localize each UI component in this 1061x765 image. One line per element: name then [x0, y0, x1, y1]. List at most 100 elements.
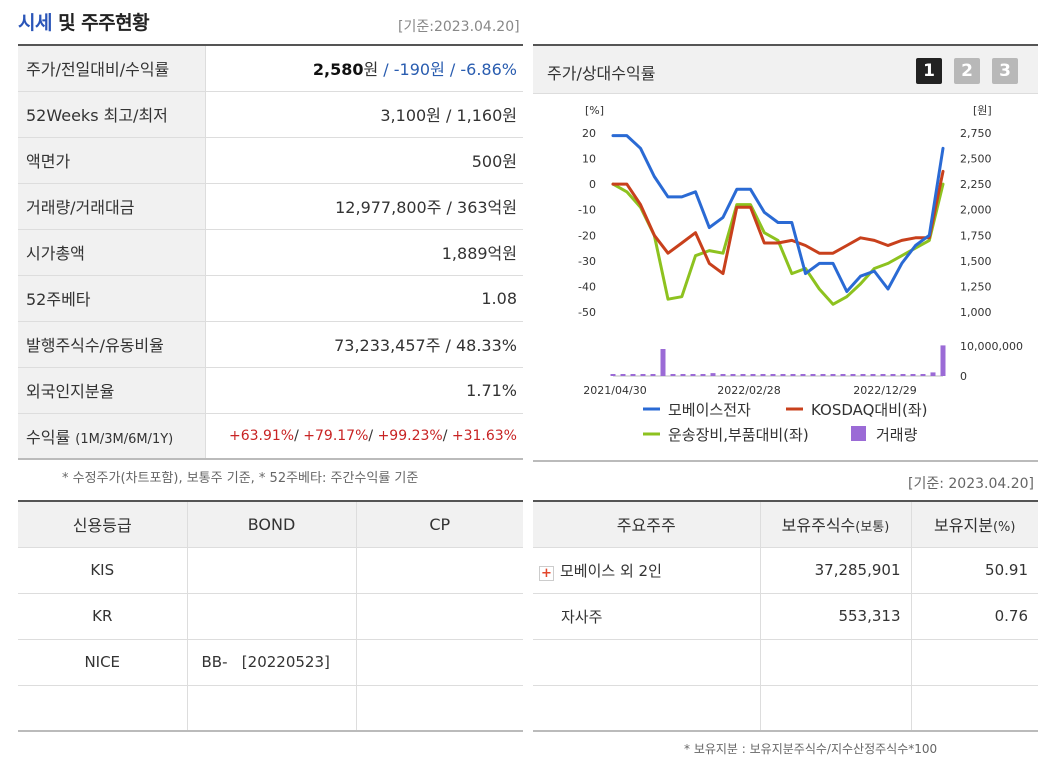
volume-bar [640, 374, 646, 376]
volume-bar [740, 374, 746, 376]
legend-label: 운송장비,부품대비(좌) [668, 426, 809, 444]
quote-label: 수익률 (1M/3M/6M/1Y) [18, 413, 206, 460]
holder-shares [760, 685, 912, 732]
volume-bar [690, 374, 696, 376]
right-tick-label: 2,750 [960, 127, 992, 140]
holder-name-cell[interactable]: + 모베이스 외 2인 [533, 547, 761, 594]
volume-bar [770, 374, 776, 376]
credit-agency: KIS [18, 547, 188, 594]
credit-bond [187, 593, 357, 640]
right-tick-label: 1,500 [960, 255, 992, 268]
left-tick-label: 10 [582, 153, 596, 166]
chart-svg: [%] [원] 20 10 0 -10 -20 -30 -40 -50 2,750 2,500 2,25… [578, 104, 1023, 444]
credit-bond: BB- [20220523] [187, 639, 357, 686]
quote-value: 1.08 [205, 275, 523, 322]
chart-header: 주가/상대수익률 1 2 3 [533, 46, 1038, 94]
quote-row: 주가/전일대비/수익률 2,580원 / -190원 / -6.86% [18, 45, 523, 92]
holder-pct [911, 639, 1038, 686]
volume-tick-label: 0 [960, 370, 967, 383]
holders-header: 보유지분(%) [911, 501, 1038, 548]
table-row [18, 685, 523, 732]
holder-shares: 553,313 [760, 593, 912, 640]
chart-page-2-button[interactable]: 2 [954, 58, 980, 84]
quote-table: 주가/전일대비/수익률 2,580원 / -190원 / -6.86% 52We… [18, 44, 523, 460]
legend-swatch [851, 426, 866, 441]
credit-bond [187, 547, 357, 594]
holders-table: 주요주주 보유주식수(보통) 보유지분(%) + 모베이스 외 2인 37,285… [533, 500, 1038, 732]
table-row: + 모베이스 외 2인 37,285,901 50.91 [533, 547, 1038, 594]
chart-page-3-button[interactable]: 3 [992, 58, 1018, 84]
legend-label: 거래량 [876, 426, 918, 444]
volume-bar [920, 374, 926, 376]
sep: / [444, 60, 461, 80]
quote-value: 1,889억원 [205, 229, 523, 276]
holder-name [533, 639, 761, 686]
quote-value: 1.71% [205, 367, 523, 414]
volume-bar [890, 374, 896, 376]
holder-shares [760, 639, 912, 686]
returns-cell: +63.91%/ +79.17%/ +99.23%/ +31.63% [205, 413, 523, 460]
right-tick-label: 2,250 [960, 178, 992, 191]
quote-label: 52주베타 [18, 275, 206, 322]
return-6m: +99.23% [377, 427, 443, 444]
quote-row: 52Weeks 최고/최저 3,100원 / 1,160원 [18, 91, 523, 138]
quote-value: 3,100원 / 1,160원 [205, 91, 523, 138]
return-3m: +79.17% [303, 427, 369, 444]
left-axis-unit: [%] [585, 104, 604, 117]
legend-label: KOSDAQ대비(좌) [811, 401, 928, 419]
volume-bar [840, 374, 846, 376]
volume-bar [830, 374, 836, 376]
holder-name [533, 685, 761, 732]
price-change: -190원 [393, 60, 445, 80]
volume-bar [610, 374, 616, 376]
quote-row: 수익률 (1M/3M/6M/1Y) +63.91%/ +79.17%/ +99.… [18, 413, 523, 460]
volume-bar [630, 374, 636, 376]
chart-page-1-button[interactable]: 1 [916, 58, 942, 84]
table-row: KIS [18, 547, 523, 594]
volume-bar [660, 349, 666, 376]
left-tick-label: 20 [582, 127, 596, 140]
quote-value: 73,233,457주 / 48.33% [205, 321, 523, 368]
quote-note: * 수정주가(차트포함), 보통주 기준, * 52주베타: 주간수익률 기준 [62, 471, 419, 486]
holders-header-sub: (보통) [855, 520, 890, 536]
quote-value: 500원 [205, 137, 523, 184]
expand-plus-icon[interactable]: + [539, 565, 554, 581]
holder-pct: 0.76 [911, 593, 1038, 640]
table-row: NICE BB- [20220523] [18, 639, 523, 686]
return-1y: +31.63% [451, 427, 517, 444]
chart-title: 주가/상대수익률 [547, 64, 656, 83]
price-unit: 원 [363, 60, 379, 80]
right-tick-label: 2,000 [960, 204, 992, 217]
volume-bar [650, 374, 656, 376]
price-cell: 2,580원 / -190원 / -6.86% [205, 45, 523, 92]
returns-label-sub: (1M/3M/6M/1Y) [75, 431, 174, 447]
volume-bar [680, 374, 686, 376]
quote-label: 주가/전일대비/수익률 [18, 45, 206, 92]
holder-name: 모베이스 외 2인 [560, 561, 662, 580]
current-price: 2,580 [312, 60, 364, 80]
volume-bar [700, 374, 706, 376]
quote-value: 12,977,800주 / 363억원 [205, 183, 523, 230]
volume-bar [870, 374, 876, 376]
right-tick-label: 1,000 [960, 306, 992, 319]
legend-label: 모베이스전자 [668, 401, 751, 419]
credit-cp [356, 685, 523, 732]
credit-bond [187, 685, 357, 732]
holders-header-main: 보유주식수 [781, 516, 856, 536]
volume-bar [760, 374, 766, 376]
series-line [611, 134, 945, 293]
credit-header: 신용등급 [18, 501, 188, 548]
return-1m: +63.91% [228, 427, 295, 444]
quote-row: 발행주식수/유동비율 73,233,457주 / 48.33% [18, 321, 523, 368]
right-tick-label: 1,750 [960, 229, 992, 242]
volume-bar [900, 374, 906, 376]
volume-bar [820, 374, 826, 376]
holders-header-sub: (%) [992, 520, 1016, 536]
volume-tick-label: 10,000,000 [960, 340, 1023, 353]
title-highlight: 시세 [18, 12, 52, 34]
quote-row: 시가총액 1,889억원 [18, 229, 523, 276]
volume-bar [930, 372, 936, 376]
left-tick-label: -50 [578, 306, 596, 319]
credit-header: BOND [187, 501, 357, 548]
price-change-pct: -6.86% [460, 60, 517, 80]
